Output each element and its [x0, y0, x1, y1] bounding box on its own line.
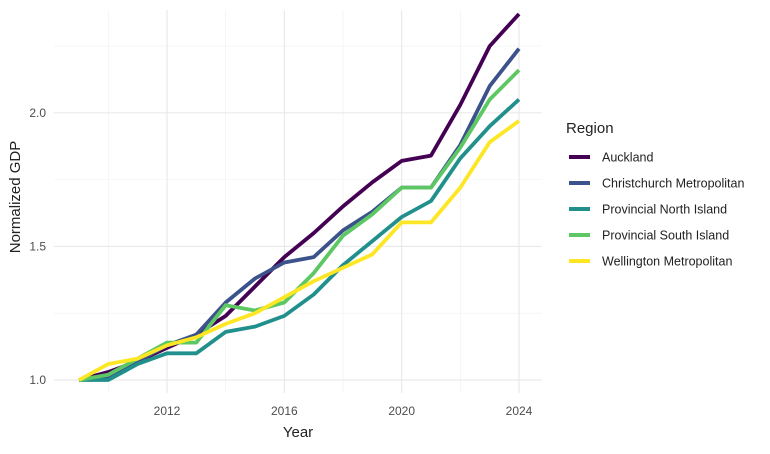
y-tick-label: 1.0	[29, 373, 46, 387]
x-tick-label: 2020	[388, 404, 415, 418]
legend-label: Wellington Metropolitan	[602, 255, 732, 269]
legend-label: Auckland	[602, 151, 653, 165]
series-line-provincial-north-island	[79, 98, 521, 382]
y-tick-label: 1.5	[29, 239, 46, 253]
y-tick-label: 2.0	[29, 106, 46, 120]
series-line-wellington-metropolitan	[78, 119, 521, 382]
series-line-christchurch-metropolitan	[78, 47, 521, 382]
legend-label: Christchurch Metropolitan	[602, 177, 744, 191]
legend-label: Provincial North Island	[602, 203, 727, 217]
x-tick-labels: 2012 2016 2020 2024	[154, 404, 533, 418]
legend-items: Auckland Christchurch Metropolitan Provinc…	[569, 151, 744, 269]
legend-title: Region	[566, 120, 614, 137]
x-tick-label: 2016	[271, 404, 298, 418]
minor-gridlines	[54, 10, 542, 393]
x-axis-title: Year	[283, 424, 313, 441]
y-tick-labels: 1.0 1.5 2.0	[29, 106, 46, 387]
x-tick-label: 2012	[154, 404, 181, 418]
legend: Region Auckland Christchurch Metropolitan…	[566, 120, 744, 269]
series-lines	[78, 12, 521, 382]
legend-label: Provincial South Island	[602, 229, 729, 243]
x-tick-label: 2024	[506, 404, 533, 418]
y-axis-title: Normalized GDP	[7, 141, 24, 254]
major-gridlines	[54, 10, 542, 393]
